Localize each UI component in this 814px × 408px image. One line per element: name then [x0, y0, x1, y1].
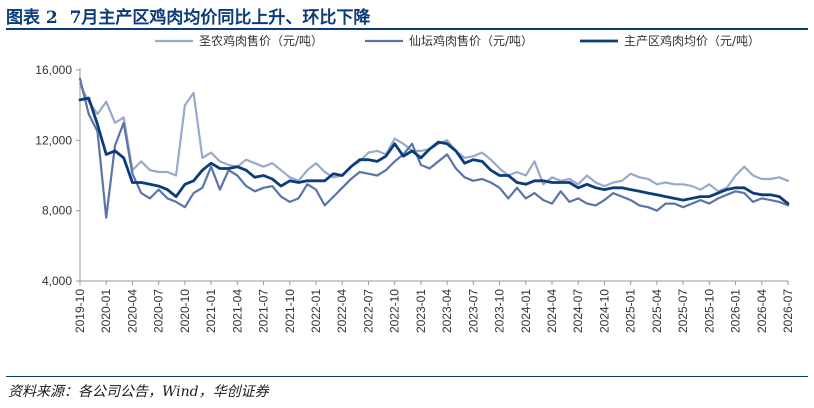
x-tick-label: 2020-04: [125, 289, 139, 333]
figure-label: 图表 2: [6, 8, 58, 28]
x-tick-label: 2022-04: [335, 289, 349, 333]
x-tick-label: 2021-07: [257, 289, 271, 333]
x-tick-label: 2024-10: [597, 289, 611, 333]
title-rule: [6, 28, 808, 30]
source-rule: [6, 376, 808, 377]
figure-title: 图表 2 7月主产区鸡肉均价同比上升、环比下降: [6, 3, 370, 28]
series-line: [78, 96, 790, 205]
x-tick-label: 2020-01: [99, 289, 113, 333]
series-line: [78, 77, 790, 219]
y-tick-label: 16,000: [35, 63, 72, 77]
y-tick-label: 4,000: [42, 274, 72, 288]
x-tick-label: 2021-01: [204, 289, 218, 333]
x-tick-label: 2023-10: [493, 289, 507, 333]
x-tick-label: 2020-10: [178, 289, 192, 333]
x-tick-label: 2022-07: [361, 289, 375, 333]
x-tick-label: 2026-04: [755, 289, 769, 333]
x-tick-label: 2025-04: [650, 289, 664, 333]
x-tick-label: 2024-04: [545, 289, 559, 333]
x-tick-label: 2023-04: [440, 289, 454, 333]
x-tick-label: 2020-07: [152, 289, 166, 333]
x-tick-label: 2025-10: [702, 289, 716, 333]
x-tick-label: 2024-01: [519, 289, 533, 333]
series-line: [78, 83, 790, 193]
line-chart: 4,000 8,000 12,000 16,000 2019-10 2020-01 2020…: [35, 33, 795, 333]
x-tick-label: 2024-07: [571, 289, 585, 333]
x-tick-label: 2026-01: [729, 289, 743, 333]
x-tick-label: 2022-01: [309, 289, 323, 333]
x-tick-label: 2023-07: [466, 289, 480, 333]
x-tick-label: 2026-07: [781, 289, 795, 333]
y-tick-label: 8,000: [42, 204, 72, 218]
x-tick-label: 2019-10: [73, 289, 87, 333]
figure-heading: 7月主产区鸡肉均价同比上升、环比下降: [69, 8, 371, 28]
x-tick-label: 2025-07: [676, 289, 690, 333]
x-tick-label: 2021-10: [283, 289, 297, 333]
legend-label: 圣农鸡肉售价（元/吨）: [199, 33, 323, 48]
x-tick-label: 2025-01: [624, 289, 638, 333]
x-tick-label: 2023-01: [414, 289, 428, 333]
legend-label: 仙坛鸡肉售价（元/吨）: [409, 33, 533, 48]
legend-label: 主产区鸡肉均价（元/吨）: [624, 33, 760, 48]
y-tick-label: 12,000: [35, 133, 72, 147]
x-tick-label: 2021-04: [230, 289, 244, 333]
source-note: 资料来源：各公司公告，Wind，华创证券: [8, 384, 269, 400]
x-tick-label: 2022-10: [388, 289, 402, 333]
